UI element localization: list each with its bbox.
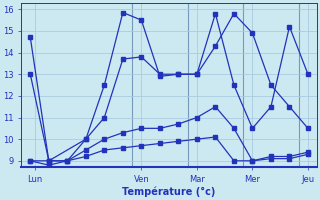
X-axis label: Température (°c): Température (°c) bbox=[123, 187, 216, 197]
